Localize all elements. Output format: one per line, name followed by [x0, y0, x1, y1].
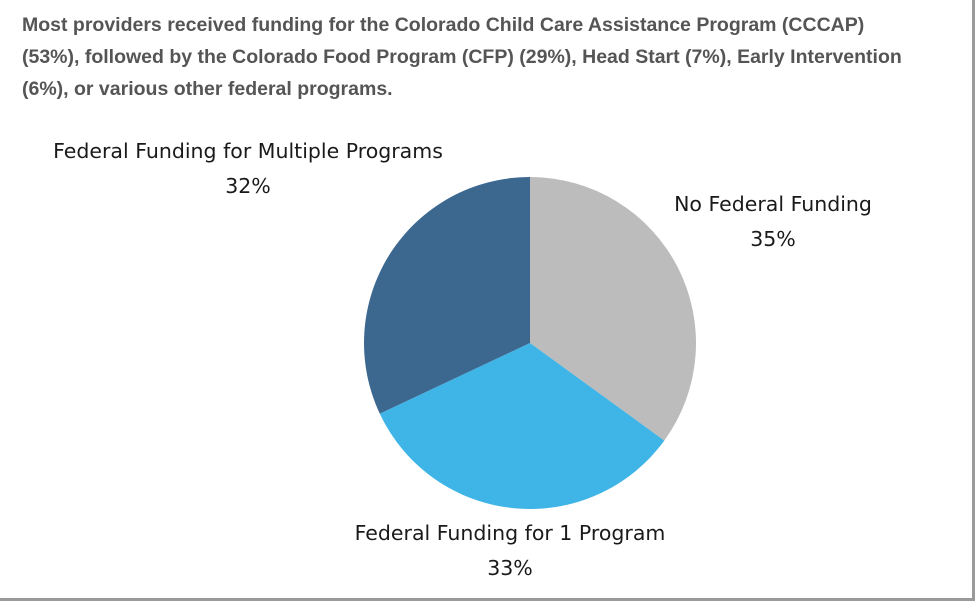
slice-name-label: No Federal Funding — [674, 192, 872, 216]
chart-heading: Most providers received funding for the … — [22, 14, 902, 100]
slice-name-label: Federal Funding for Multiple Programs — [53, 139, 443, 163]
slice-name-label: Federal Funding for 1 Program — [355, 521, 666, 545]
pie-slice — [364, 176, 530, 414]
pie-slice — [379, 343, 665, 510]
frame-edge — [0, 598, 975, 601]
pie-labels: Federal Funding for Multiple Programs 32… — [53, 139, 872, 580]
slice-value-label: 32% — [225, 174, 271, 198]
pie-slice — [530, 177, 697, 441]
slice-value-label: 35% — [750, 227, 796, 251]
frame-edge — [972, 0, 975, 601]
pie-slices — [364, 176, 697, 510]
slice-value-label: 33% — [487, 556, 533, 580]
